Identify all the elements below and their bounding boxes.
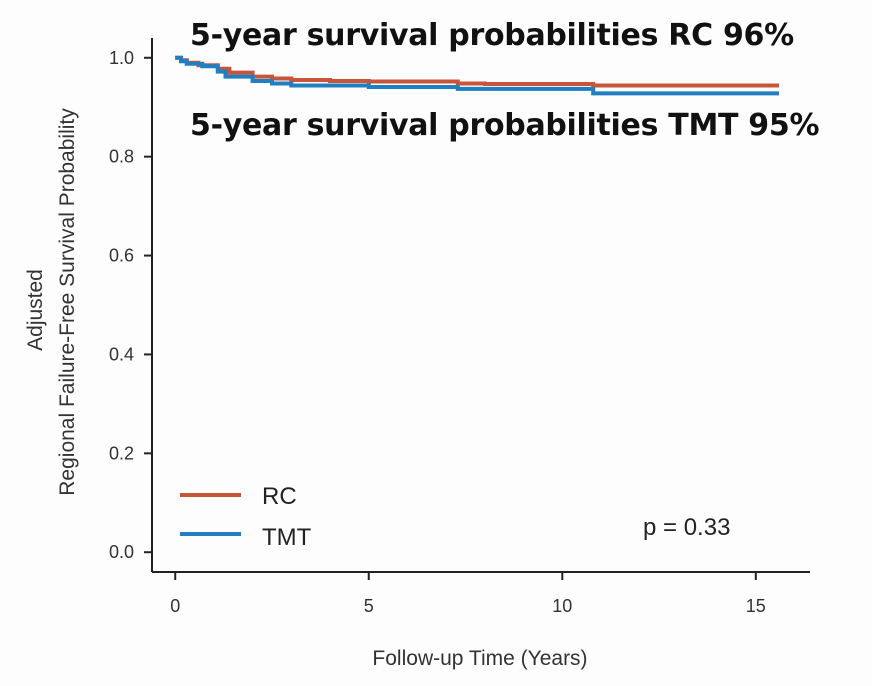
y-axis-title: Adjusted Regional Failure-Free Survival … xyxy=(24,108,79,496)
y-ticks: 0.0 0.2 0.4 0.6 0.8 1.0 xyxy=(109,48,152,562)
y-axis-title-line-1: Adjusted xyxy=(24,269,47,351)
rc-survival-annotation: 5-year survival probabilities RC 96% xyxy=(190,18,794,53)
x-axis-title: Follow-up Time (Years) xyxy=(372,647,587,670)
y-axis-title-line-2: Regional Failure-Free Survival Probabili… xyxy=(56,108,79,496)
legend-label-tmt: TMT xyxy=(262,524,312,551)
tmt-survival-annotation: 5-year survival probabilities TMT 95% xyxy=(190,108,820,143)
y-tick-label: 0.6 xyxy=(109,246,134,266)
legend: RC TMT xyxy=(180,483,312,551)
y-tick-label: 0.0 xyxy=(109,542,134,562)
y-tick-label: 1.0 xyxy=(109,48,134,68)
y-tick-label: 0.2 xyxy=(109,443,134,463)
y-tick-label: 0.8 xyxy=(109,147,134,167)
series-lines xyxy=(175,55,779,96)
legend-label-rc: RC xyxy=(262,483,297,510)
y-tick-label: 0.4 xyxy=(109,344,134,364)
series-line-tmt xyxy=(175,55,779,96)
x-tick-label: 5 xyxy=(364,596,374,616)
x-tick-label: 10 xyxy=(552,596,572,616)
p-value-annotation: p = 0.33 xyxy=(643,514,730,541)
x-tick-label: 0 xyxy=(170,596,180,616)
x-tick-label: 15 xyxy=(746,596,766,616)
x-ticks: 0 5 10 15 xyxy=(170,572,766,616)
